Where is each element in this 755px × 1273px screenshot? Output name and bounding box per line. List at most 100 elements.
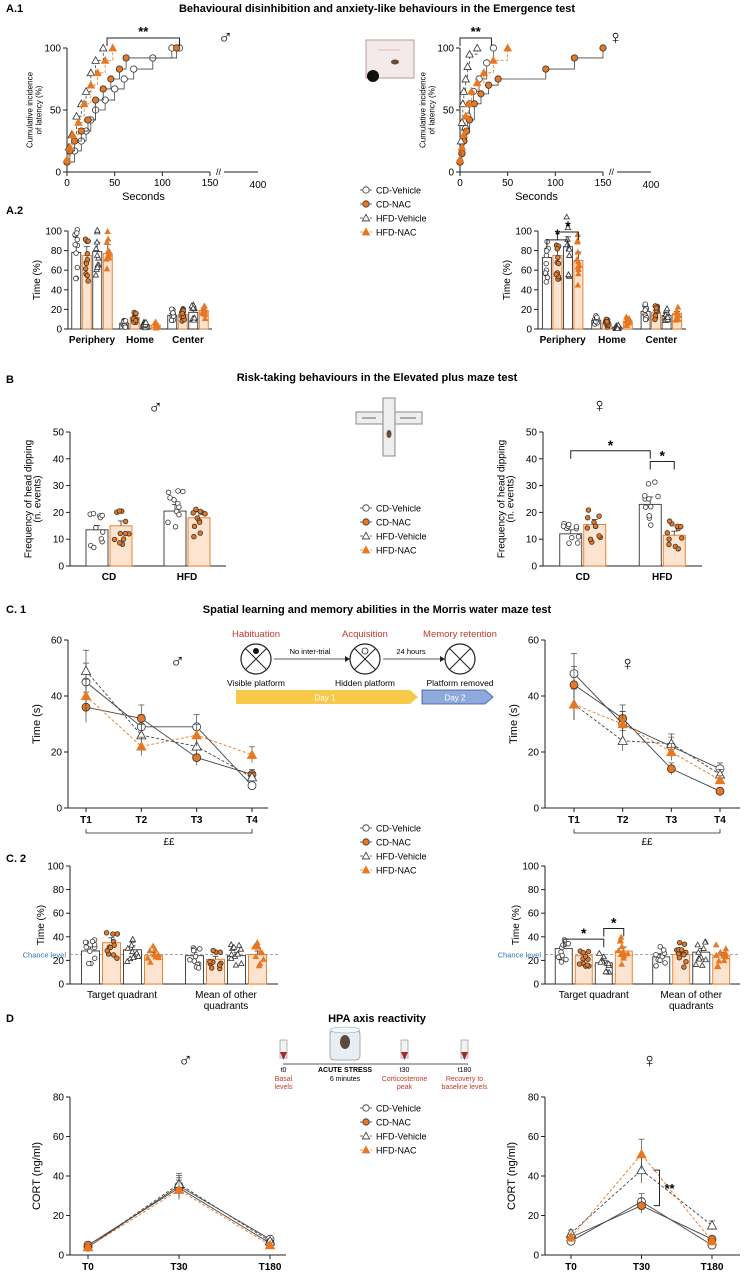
section-c2-letter: C. 2 <box>6 853 26 865</box>
c2_female-individual-point <box>701 938 709 945</box>
a1_female-data-point <box>459 86 469 95</box>
a1_male-data-point <box>111 85 119 93</box>
section-a1-title: Behavioural disinhibition and anxiety-li… <box>179 3 575 15</box>
c2_female-individual-point <box>702 956 710 963</box>
c2_male-individual-point <box>103 930 110 936</box>
a1_male-x-tick-label: 0 <box>64 178 70 189</box>
c1_female-annotation-label: ££ <box>641 837 653 848</box>
legend-label: CD-NAC <box>376 838 411 848</box>
b_female-y-tick-label: 10 <box>526 535 538 546</box>
c2_female-individual-point <box>700 944 707 951</box>
c2_male-individual-point <box>135 952 142 959</box>
section-b-letter: B <box>6 374 14 386</box>
a2_male-individual-point <box>93 238 101 245</box>
a2_male-individual-point <box>133 317 139 324</box>
a2_female-individual-point <box>653 305 660 311</box>
legend-label: CD-NAC <box>376 518 411 528</box>
a2_female-y-tick-label: 80 <box>521 246 533 257</box>
c2_female-individual-point <box>715 957 723 964</box>
peak-label: peak <box>397 1084 413 1091</box>
d_male-x-tick-label: T0 <box>82 1262 94 1273</box>
c2_female-individual-point <box>722 949 729 956</box>
legend-label: HFD-Vehicle <box>376 1132 427 1142</box>
a2_female-individual-point <box>544 248 550 254</box>
c2_female-bar <box>712 955 731 985</box>
c2_male-y-tick-label: 80 <box>53 885 65 896</box>
b_male-individual-point <box>196 519 203 525</box>
b_female-y-label: Frequency of head dipping <box>497 440 508 558</box>
b_female-individual-point <box>648 503 654 510</box>
c1_female-data-point <box>715 786 725 796</box>
b_female-y-label: (n. events) <box>506 475 517 522</box>
d_female-data-point <box>706 1219 718 1230</box>
d_female-significance-bracket <box>653 1169 660 1207</box>
a2_male-individual-point <box>83 260 90 267</box>
hours-label: 24 hours <box>396 647 425 656</box>
acquisition-label: Acquisition <box>342 629 388 640</box>
c2_female-individual-point <box>617 951 625 958</box>
b_male-individual-point <box>197 508 203 515</box>
c2_female-individual-point <box>695 948 702 955</box>
c2_female-chance-label: Chance level <box>498 951 542 960</box>
c2_female-individual-point <box>683 959 689 965</box>
c2_female-individual-point <box>580 950 586 956</box>
a1_male-data-point <box>84 116 92 124</box>
female-symbol: ♀ <box>620 653 635 675</box>
a2_female-significance-label: * <box>565 218 571 234</box>
a2_male-individual-point <box>94 226 101 233</box>
c2_female-individual-point <box>616 937 624 944</box>
day2-bar <box>421 689 494 705</box>
c2_male-individual-point <box>114 931 121 937</box>
c2_male-individual-point <box>128 948 136 955</box>
c2_male-individual-point <box>230 943 238 950</box>
c1_female-series-line <box>573 684 721 792</box>
section-c1-letter: C. 1 <box>6 604 26 616</box>
c2_female-individual-point <box>605 960 613 967</box>
a2_male-individual-point <box>72 242 78 248</box>
c2_female-chart: 0 20 40 60 80 100 Time (%) Chance level Target q… <box>498 862 740 1012</box>
male-symbol: ♂ <box>148 397 163 419</box>
b_female-y-tick-label: 0 <box>531 562 537 573</box>
a2_male-individual-point <box>170 310 176 316</box>
corticosterone-label: Corticosterone <box>382 1076 428 1083</box>
b_male-individual-point <box>111 536 118 543</box>
a1_male-data-point <box>93 68 102 77</box>
a1_male-y-tick-label: 0 <box>55 168 61 179</box>
a1_female-data-point <box>494 75 502 83</box>
b_female-individual-point <box>655 493 661 500</box>
a1_male-data-point <box>98 43 108 52</box>
b_male-chart: 0 10 20 30 40 50 Frequency of head dipping(n. … <box>24 428 226 583</box>
b_male-individual-point <box>172 524 179 530</box>
baseline-label: baseline levels <box>442 1084 488 1091</box>
a1_male-axis-break-mark: // <box>216 167 222 177</box>
a1_female-data-point <box>503 43 513 52</box>
d_female-chart: 0 20 40 60 80 CORT (ng/ml) T0 T30 T180 ** <box>506 1093 740 1273</box>
a2_male-individual-point <box>105 249 113 256</box>
a2_male-individual-point <box>133 310 139 317</box>
pool-visible-icon <box>240 643 272 675</box>
c2_female-individual-point <box>653 963 659 969</box>
c1_male-series-line <box>85 695 253 756</box>
b_male-individual-point <box>91 544 97 551</box>
male-symbol: ♂ <box>170 651 185 673</box>
b_male-bar <box>85 529 109 567</box>
d_male-data-point <box>173 1184 185 1194</box>
c2_female-individual-point <box>620 954 627 961</box>
c2_male-individual-point <box>82 939 89 945</box>
legend-label: CD-Vehicle <box>376 1104 421 1114</box>
section-d-title: HPA axis reactivity <box>328 1013 427 1025</box>
c1_male-y-tick-label: 0 <box>56 804 62 815</box>
b_male-individual-point <box>117 540 123 546</box>
c2_female-individual-point <box>555 954 562 960</box>
a1_female-x-tick-label: 50 <box>502 178 514 189</box>
a1_female-data-point <box>542 65 550 73</box>
female-symbol: ♀ <box>608 27 623 49</box>
c2_female-individual-point <box>720 952 727 959</box>
a1_male-data-point <box>108 43 118 52</box>
c1_female-data-point <box>568 698 580 709</box>
a2_female-individual-point <box>673 315 681 322</box>
c2_male-individual-point <box>111 942 117 948</box>
c2_male-individual-point <box>110 931 116 937</box>
a1_male-data-point <box>72 111 81 120</box>
c2_female-individual-point <box>565 940 572 947</box>
